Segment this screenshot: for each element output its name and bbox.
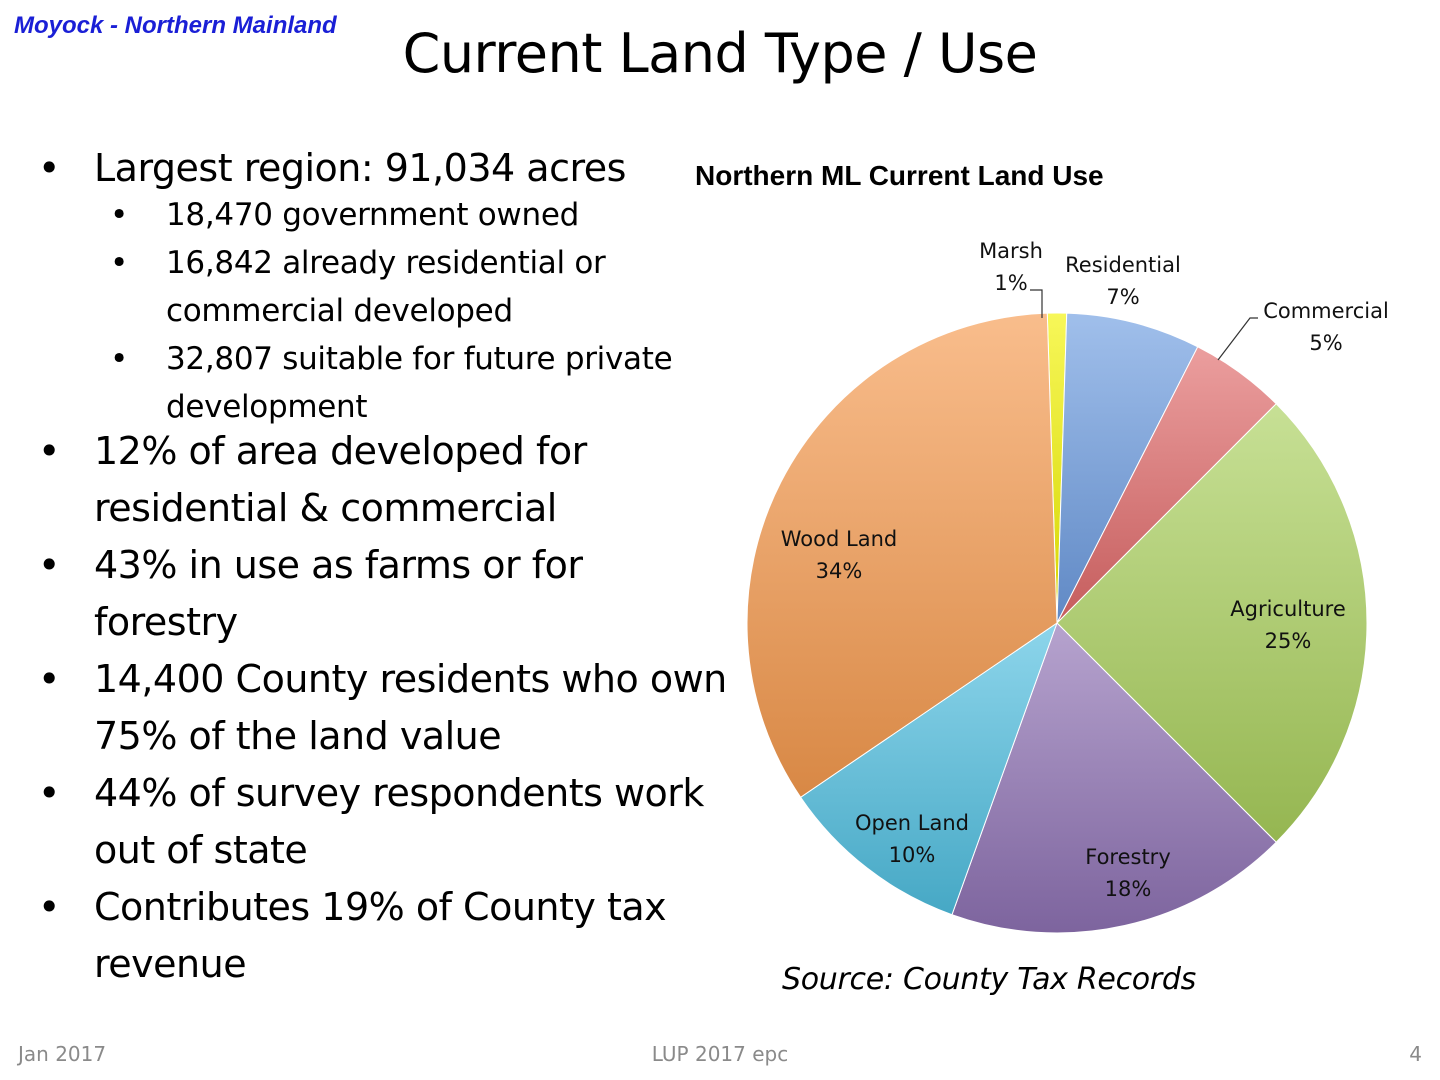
bullet-item: 14,400 County residents who own 75% of t… <box>38 651 728 765</box>
slice-label-value: 7% <box>1106 285 1139 309</box>
slice-label-category: Commercial <box>1263 299 1389 323</box>
slice-label-value: 34% <box>816 559 863 583</box>
bullet-item: 44% of survey respondents work out of st… <box>38 765 728 879</box>
slice-label-value: 18% <box>1105 877 1152 901</box>
pie-slices <box>746 312 1368 934</box>
bullet-item: Largest region: 91,034 acres 18,470 gove… <box>38 140 728 431</box>
sub-bullet-text: 16,842 already residential or commercial… <box>166 245 606 329</box>
leader-line <box>1217 317 1258 361</box>
bullet-item: 43% in use as farms or for forestry <box>38 537 728 651</box>
slice-label-value: 1% <box>994 271 1027 295</box>
sub-bullet-list: 18,470 government owned 16,842 already r… <box>94 191 728 431</box>
slice-label-category: Residential <box>1065 253 1181 277</box>
sub-bullet-item: 32,807 suitable for future private devel… <box>94 335 728 431</box>
bullet-text: 44% of survey respondents work out of st… <box>94 771 704 872</box>
pie-slice-wood-land <box>746 312 1058 798</box>
bullet-text: Largest region: 91,034 acres <box>94 146 626 190</box>
bullet-item: 12% of area developed for residential & … <box>38 423 728 537</box>
slice-label-value: 25% <box>1265 629 1312 653</box>
slice-label-category: Marsh <box>979 239 1043 263</box>
footer-center-label: LUP 2017 epc <box>651 1042 789 1066</box>
slice-label-category: Agriculture <box>1230 597 1346 621</box>
slice-label-value: 5% <box>1309 331 1342 355</box>
slice-label-category: Open Land <box>855 811 969 835</box>
bullet-text: 14,400 County residents who own 75% of t… <box>94 657 727 758</box>
sub-bullet-text: 32,807 suitable for future private devel… <box>166 341 673 425</box>
bullet-text: Contributes 19% of County tax revenue <box>94 885 667 986</box>
bullet-item: Contributes 19% of County tax revenue <box>38 879 728 993</box>
sub-bullet-text: 18,470 government owned <box>166 197 579 233</box>
chart-title: Northern ML Current Land Use <box>695 160 1104 191</box>
pie-slice-residential <box>1056 312 1199 624</box>
slice-label-category: Wood Land <box>781 527 897 551</box>
region-label: Moyock - Northern Mainland <box>14 12 337 39</box>
footer-date: Jan 2017 <box>18 1042 107 1066</box>
sub-bullet-item: 18,470 government owned <box>94 191 728 239</box>
pie-slice-open-land <box>799 621 1058 916</box>
pie-labels: Marsh 1% Residential 7% Commercial 5% Agricult… <box>781 239 1389 901</box>
bullet-text: 43% in use as farms or for forestry <box>94 543 583 644</box>
slide-title: Current Land Type / Use <box>402 22 1038 85</box>
pie-slice-agriculture <box>1056 403 1368 843</box>
sub-bullet-item: 16,842 already residential or commercial… <box>94 239 728 335</box>
pie-slice-forestry <box>951 622 1277 934</box>
chart-source: Source: County Tax Records <box>782 962 1196 997</box>
leader-line <box>1030 289 1043 318</box>
pie-leader-lines <box>1030 289 1258 361</box>
slice-label-value: 10% <box>889 843 936 867</box>
slice-label-category: Forestry <box>1085 845 1171 869</box>
bullet-text: 12% of area developed for residential & … <box>94 429 587 530</box>
slide-number: 4 <box>1409 1042 1422 1066</box>
bullet-list: Largest region: 91,034 acres 18,470 gove… <box>38 140 728 993</box>
